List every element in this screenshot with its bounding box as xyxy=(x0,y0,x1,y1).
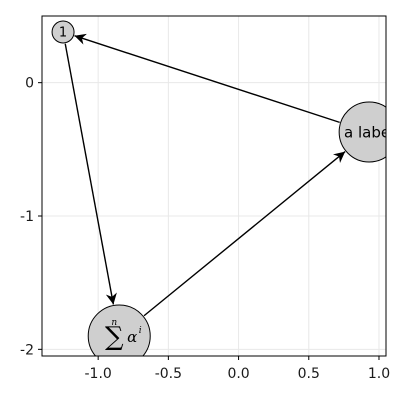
x-tick-label: -0.5 xyxy=(155,366,182,382)
axis-tick-labels: -1.0 -0.5 0.0 0.5 1.0 0 -1 -2 xyxy=(20,76,390,382)
nodes: 1 a label ∑nα i xyxy=(51,20,399,367)
edges xyxy=(64,33,346,317)
node-n2[interactable]: a label xyxy=(338,101,399,163)
axis-ticks xyxy=(38,82,380,360)
node-label: 1 xyxy=(59,26,67,41)
node-n1[interactable]: 1 xyxy=(51,20,75,44)
y-tick-label: -1 xyxy=(20,209,34,225)
edge-n2-to-n1 xyxy=(74,33,340,124)
edge-n1-to-n3 xyxy=(64,43,117,305)
node-label-term-superscript: i xyxy=(139,326,142,336)
x-tick-label: 0.0 xyxy=(227,366,249,382)
node-circle xyxy=(51,20,75,44)
edge-n3-to-n2 xyxy=(143,151,346,317)
grid xyxy=(42,16,386,356)
plot-frame xyxy=(41,15,387,357)
node-label: a label xyxy=(344,123,394,141)
node-n3[interactable]: ∑nα i xyxy=(87,304,151,367)
y-tick-label: 0 xyxy=(25,76,34,92)
node-circle xyxy=(87,304,151,356)
x-tick-label: -1.0 xyxy=(84,366,111,382)
node-label-sum: ∑ xyxy=(105,322,124,352)
x-tick-label: 0.5 xyxy=(298,366,320,382)
plot-area-background xyxy=(42,16,386,356)
node-circle xyxy=(338,101,386,163)
x-tick-label: 1.0 xyxy=(368,366,390,382)
node-label-term: α xyxy=(127,328,137,346)
y-tick-label: -2 xyxy=(20,342,34,358)
node-label-sum-superscript: n xyxy=(111,318,117,328)
